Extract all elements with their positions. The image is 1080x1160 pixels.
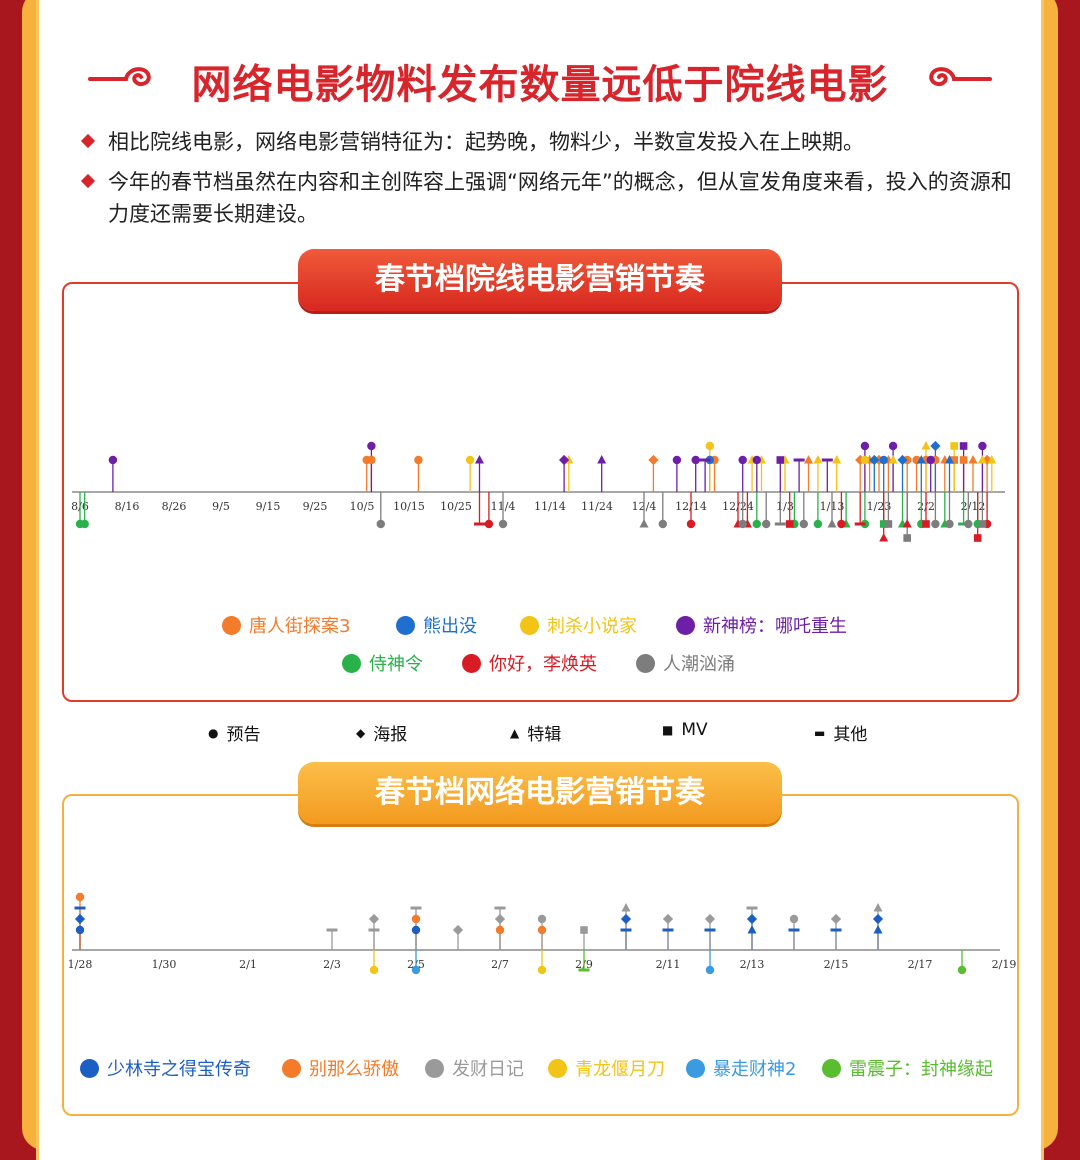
legend-dot-icon [282, 1058, 301, 1078]
legend-label: 人潮汹涌 [663, 654, 735, 675]
legend-dot-icon [636, 653, 655, 673]
legend-dot-icon [396, 615, 415, 635]
legend-item: 别那么骄傲 [282, 1055, 399, 1081]
legend-item: 雷震子：封神缘起 [822, 1055, 993, 1081]
marker-legend-label: 特辑 [527, 725, 562, 745]
bullet-item: 今年的春节档虽然在内容和主创阵容上强调“网络元年”的概念，但从宣发角度来看，投入… [80, 166, 1030, 230]
legend-dot-icon [520, 615, 539, 635]
mv-marker-icon: ■ [662, 723, 674, 737]
marker-legend-mv: ■ MV [662, 720, 708, 740]
legend-label: 雷震子：封神缘起 [849, 1059, 993, 1080]
marker-legend-label: 海报 [373, 725, 408, 745]
theater-chart-panel [62, 282, 1019, 702]
legend-dot-icon [342, 653, 361, 673]
legend-label: 青龙偃月刀 [575, 1059, 665, 1080]
legend-label: 刺杀小说家 [547, 616, 637, 637]
legend-dot-icon [462, 653, 481, 673]
legend-label: 侍神令 [369, 654, 423, 675]
page-title: 网络电影物料发布数量远低于院线电影 [191, 62, 889, 108]
legend-dot-icon [222, 615, 241, 635]
legend-dot-icon [80, 1058, 99, 1078]
legend-dot-icon [425, 1058, 444, 1078]
legend-item: 发财日记 [425, 1055, 524, 1081]
swirl-right-icon [929, 67, 992, 86]
legend-dot-icon [822, 1058, 841, 1078]
trailer-marker-icon: ● [208, 725, 219, 740]
featurette-marker-icon: ▲ [510, 725, 520, 740]
legend-label: 你好，李焕英 [489, 654, 597, 675]
marker-legend-label: MV [681, 720, 708, 740]
legend-item: 新神榜：哪吒重生 [676, 612, 847, 638]
bullet-list: 相比院线电影，网络电影营销特征为：起势晚，物料少，半数宣发投入在上映期。 今年的… [80, 126, 1030, 238]
marker-legend-trailer: ● 预告 [208, 720, 260, 745]
legend-label: 暴走财神2 [713, 1059, 797, 1080]
poster-marker-icon: ◆ [356, 725, 366, 740]
marker-legend-other: ▬ 其他 [814, 720, 867, 745]
legend-item: 青龙偃月刀 [548, 1055, 665, 1081]
legend-item: 刺杀小说家 [520, 612, 637, 638]
online-chart-title: 春节档网络电影营销节奏 [298, 762, 782, 824]
legend-item: 人潮汹涌 [636, 650, 735, 676]
swirl-left-icon [88, 67, 151, 86]
legend-label: 唐人街探案3 [249, 616, 351, 637]
legend-label: 发财日记 [452, 1059, 524, 1080]
legend-label: 新神榜：哪吒重生 [703, 616, 847, 637]
legend-item: 暴走财神2 [686, 1055, 796, 1081]
legend-dot-icon [548, 1058, 567, 1078]
legend-label: 少林寺之得宝传奇 [107, 1059, 251, 1080]
marker-legend-featurette: ▲ 特辑 [510, 720, 561, 745]
marker-legend-poster: ◆ 海报 [356, 720, 407, 745]
other-marker-icon: ▬ [814, 725, 826, 740]
legend-dot-icon [686, 1058, 705, 1078]
marker-legend-label: 预告 [226, 725, 261, 745]
legend-label: 别那么骄傲 [309, 1059, 399, 1080]
legend-item: 侍神令 [342, 650, 423, 676]
legend-dot-icon [676, 615, 695, 635]
theater-chart-title: 春节档院线电影营销节奏 [298, 249, 782, 311]
legend-item: 熊出没 [396, 612, 477, 638]
marker-legend-label: 其他 [833, 725, 868, 745]
bullet-item: 相比院线电影，网络电影营销特征为：起势晚，物料少，半数宣发投入在上映期。 [80, 126, 1030, 158]
legend-item: 少林寺之得宝传奇 [80, 1055, 251, 1081]
legend-item: 你好，李焕英 [462, 650, 597, 676]
legend-label: 熊出没 [423, 616, 477, 637]
legend-item: 唐人街探案3 [222, 612, 350, 638]
